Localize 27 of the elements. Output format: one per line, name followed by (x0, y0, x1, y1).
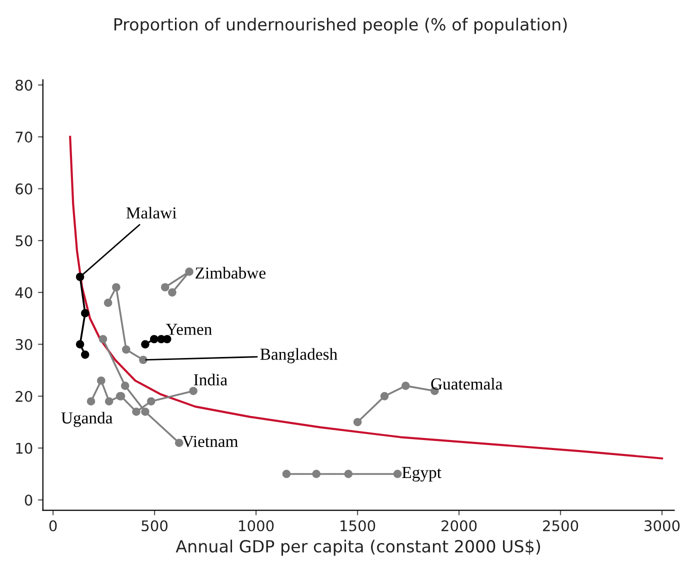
series-label: Yemen (166, 324, 212, 335)
y-tick-label: 20 (16, 390, 32, 402)
series-label: Zimbabwe (196, 266, 266, 279)
series-label: Uganda (61, 412, 113, 427)
series-label: Vietnam (182, 436, 238, 448)
x-tick-label: 2000 (442, 520, 477, 532)
chart-title: Proportion of undernourished people (% of population) (114, 18, 567, 34)
series-label: India (194, 374, 228, 386)
x-tick-label: 1000 (239, 520, 274, 532)
y-tick-label: 30 (16, 339, 32, 350)
text: Malawi (126, 206, 176, 219)
y-tick-label: 60 (16, 183, 32, 194)
series-label: Egypt (402, 467, 442, 482)
y-tick-label: 70 (16, 132, 32, 143)
x-tick-label: 500 (142, 520, 168, 532)
y-tick-label: 80 (16, 80, 32, 91)
x-tick-label: 2500 (543, 520, 578, 532)
x-tick-label: 0 (49, 520, 57, 532)
series-label: Guatemala (431, 378, 502, 390)
x-axis-title: Annual GDP per capita (constant 2000 US$) (176, 540, 540, 556)
x-tick-label: 3000 (644, 520, 680, 532)
x-tick-label: 1500 (340, 520, 376, 532)
y-tick-label: 10 (16, 442, 32, 454)
text: Bangladesh (260, 348, 338, 364)
y-tick-label: 40 (15, 287, 32, 298)
y-tick-label: 50 (16, 235, 32, 246)
y-tick-label: 0 (24, 494, 32, 506)
